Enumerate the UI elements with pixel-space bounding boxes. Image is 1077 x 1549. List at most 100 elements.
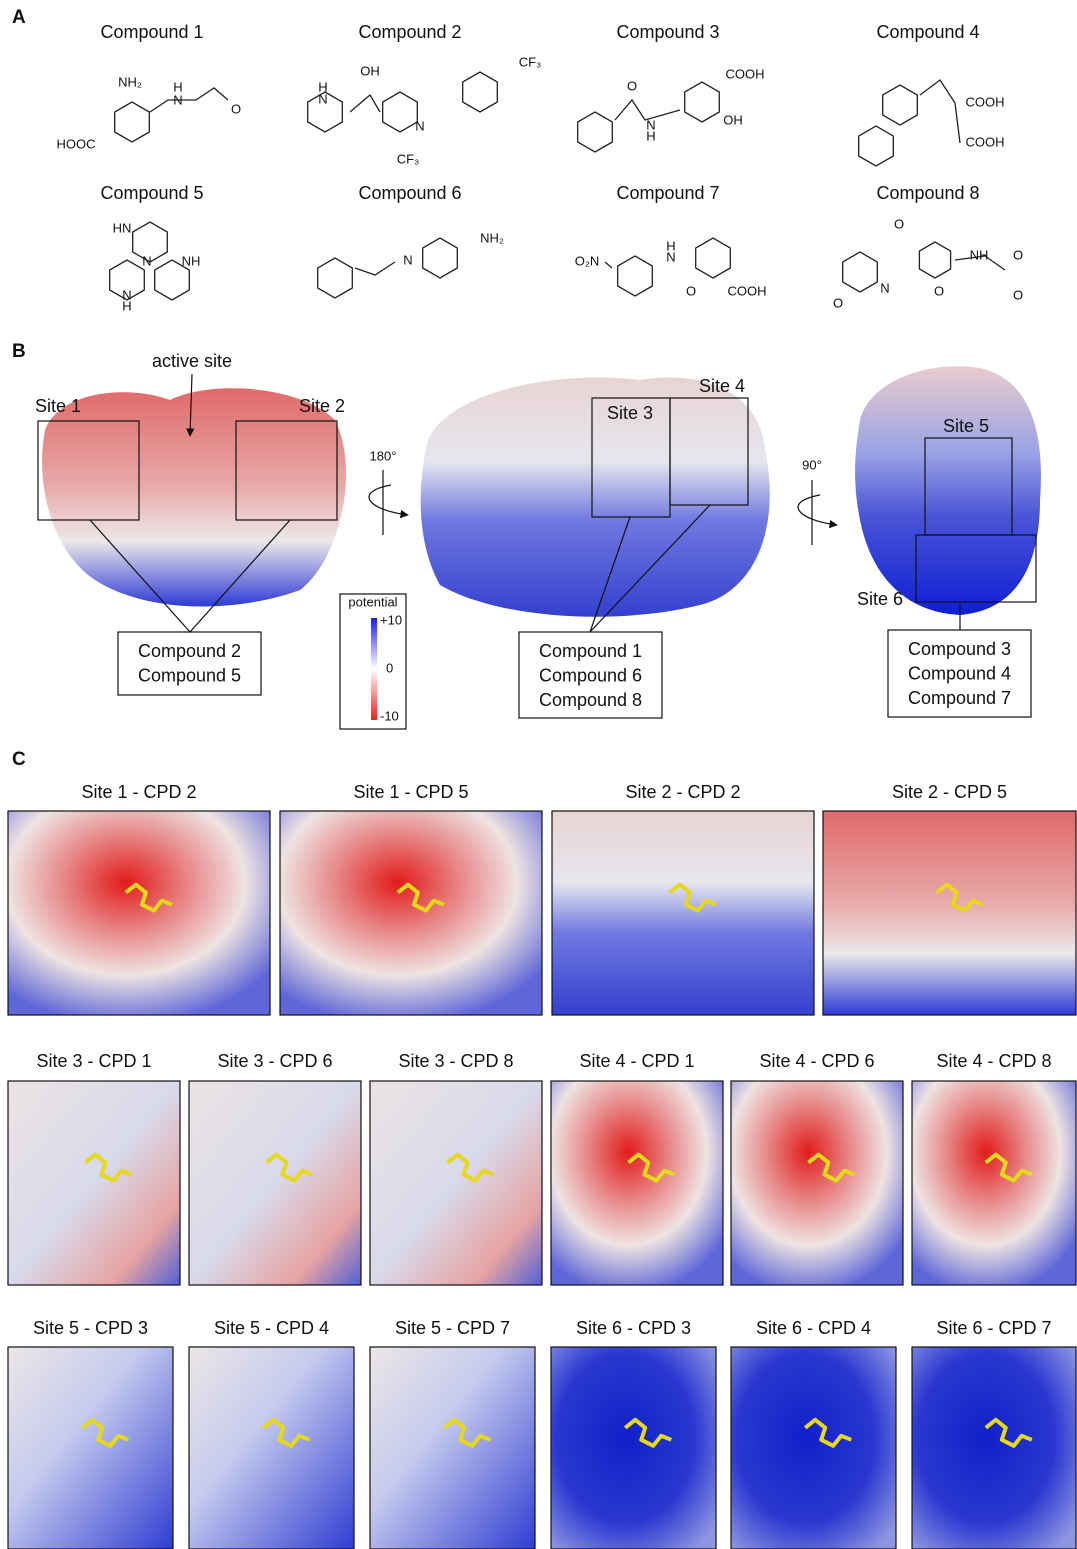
rotation-arrow (368, 484, 409, 519)
atom-label: N (142, 253, 151, 268)
ring (882, 84, 918, 126)
ring (695, 237, 731, 279)
atom-label: NH (182, 253, 201, 268)
group-box (518, 631, 663, 719)
image-frame (7, 1346, 174, 1549)
surface-image (823, 811, 1076, 1015)
atom-label: N (173, 92, 182, 107)
compound-name: Compound 5 (100, 183, 203, 203)
image-frame (7, 810, 271, 1016)
bond (604, 261, 613, 269)
legend-box (339, 593, 407, 730)
panel-label: C (12, 749, 26, 770)
compound-name: Compound 4 (876, 22, 979, 42)
atom-label: COOH (966, 94, 1005, 109)
atom-label: NH₂ (118, 74, 142, 89)
compound-name: Compound 8 (876, 183, 979, 203)
ring (858, 125, 894, 167)
site-box (235, 420, 338, 521)
panel-title: Site 2 - CPD 5 (892, 782, 1007, 802)
rotation-label: 180° (370, 448, 397, 463)
site-label: Site 6 (857, 589, 903, 609)
atom-label: CF₃ (397, 151, 420, 166)
rotation-label: 90° (802, 457, 822, 472)
atom-label: O (833, 295, 843, 310)
ring (109, 259, 145, 301)
bond (349, 94, 381, 113)
ring (842, 251, 878, 293)
surface-image (912, 1347, 1076, 1549)
ligand (984, 1417, 1033, 1448)
ligand (668, 882, 717, 913)
legend-title: potential (348, 594, 397, 609)
atom-label: H (666, 238, 675, 253)
panel-title: Site 3 - CPD 1 (36, 1051, 151, 1071)
image-frame (188, 1080, 362, 1286)
image-frame (730, 1080, 904, 1286)
atom-label: H (122, 298, 131, 313)
surface-image (731, 1347, 896, 1549)
panel-label: B (12, 341, 26, 362)
atom-label: O (1013, 287, 1023, 302)
group-compound: Compound 5 (138, 665, 241, 685)
compound-name: Compound 3 (616, 22, 719, 42)
image-frame (911, 1080, 1077, 1286)
site-label: Site 4 (699, 376, 745, 396)
ligand (446, 1152, 495, 1183)
ligand (84, 1152, 133, 1183)
panel-title: Site 4 - CPD 8 (936, 1051, 1051, 1071)
image-frame (822, 810, 1077, 1016)
ring (422, 237, 458, 279)
ring (577, 111, 613, 153)
ring (617, 255, 653, 297)
ligand (804, 1417, 852, 1448)
atom-label: N (122, 287, 131, 302)
bond (149, 87, 229, 113)
ligand (807, 1152, 856, 1183)
compound-name: Compound 6 (358, 183, 461, 203)
ligand (935, 882, 984, 913)
ligand (624, 1417, 672, 1448)
legend-label: -10 (380, 708, 399, 723)
surface-image (189, 1081, 361, 1285)
bond (354, 261, 396, 276)
ring (382, 91, 418, 133)
ligand (265, 1152, 314, 1183)
site-label: Site 3 (607, 403, 653, 423)
atom-label: O (894, 216, 904, 231)
surface-image (370, 1081, 542, 1285)
surface-image (8, 1081, 180, 1285)
atom-label: O (627, 78, 637, 93)
atom-label: H (646, 128, 655, 143)
atom-label: H (318, 79, 327, 94)
surface-image (189, 1347, 354, 1549)
ligand (396, 882, 445, 913)
panel-title: Site 3 - CPD 6 (217, 1051, 332, 1071)
surface-image (731, 1081, 903, 1285)
group-compound: Compound 7 (908, 688, 1011, 708)
surface-image (551, 1347, 716, 1549)
panel-title: Site 5 - CPD 7 (395, 1318, 510, 1338)
site-label: Site 5 (943, 416, 989, 436)
atom-label: NH (970, 247, 989, 262)
group-compound: Compound 3 (908, 639, 1011, 659)
panel-title: Site 5 - CPD 4 (214, 1318, 329, 1338)
atom-label: COOH (966, 134, 1005, 149)
surface-image (280, 811, 542, 1015)
ring (307, 91, 343, 133)
annotation: active site (152, 351, 232, 371)
atom-label: O (231, 101, 241, 116)
atom-label: N (403, 252, 412, 267)
compound-name: Compound 7 (616, 183, 719, 203)
bond (954, 255, 1006, 271)
panel-label: A (12, 7, 26, 28)
panel-title: Site 3 - CPD 8 (398, 1051, 513, 1071)
protein-surface (420, 377, 770, 617)
group-compound: Compound 1 (539, 641, 642, 661)
ligand (262, 1417, 310, 1448)
image-frame (730, 1346, 897, 1549)
atom-label: OH (723, 112, 743, 127)
panel-title: Site 1 - CPD 5 (353, 782, 468, 802)
atom-label: O (1013, 247, 1023, 262)
